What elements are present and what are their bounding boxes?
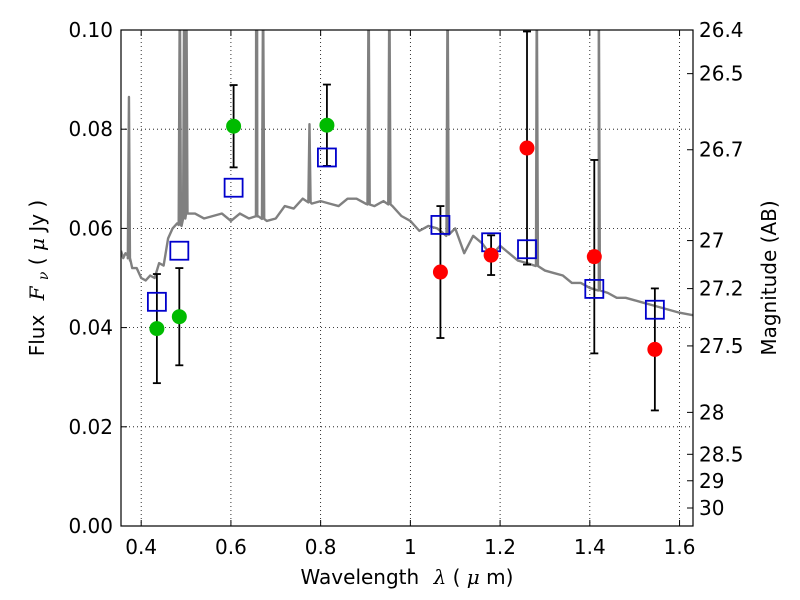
- x-tick-label: 1: [404, 535, 417, 559]
- nir-point: [586, 249, 602, 265]
- optical-point: [171, 309, 187, 325]
- y-axis-title-left: Flux F ν ( μ Jy ): [25, 200, 53, 357]
- mag-tick-label: 27.2: [699, 277, 744, 301]
- tick-layer: 0.4 0.6 0.8 1 1.2 1.4 1.6 0.00 0.02 0.04 0.06 0.08 0…: [68, 18, 743, 559]
- mag-tick-label: 27.5: [699, 334, 744, 358]
- y-tick-label: 0.08: [68, 117, 113, 141]
- model-square: [584, 279, 605, 299]
- x-axis-title-unit-open: (: [453, 565, 461, 589]
- y-tick-label: 0.04: [68, 316, 113, 340]
- x-tick-label: 1.6: [664, 535, 696, 559]
- x-tick-label: 0.6: [215, 535, 247, 559]
- spectrum-layer: [121, 30, 693, 317]
- mag-tick-label: 30: [699, 496, 724, 520]
- optical-point: [226, 118, 242, 134]
- model-square: [644, 299, 665, 320]
- model-square: [430, 215, 451, 235]
- x-tick-label: 0.8: [305, 535, 337, 559]
- spectrum-line: [121, 30, 693, 317]
- marker-layer: [146, 117, 665, 357]
- y-axis-title-sub: ν: [36, 271, 52, 280]
- y-tick-label: 0.10: [68, 18, 113, 42]
- mag-tick-label: 29: [699, 469, 724, 493]
- y-axis-title-symbol: F: [25, 285, 49, 301]
- mag-tick-label: 28: [699, 400, 724, 424]
- nir-point: [483, 247, 499, 263]
- model-square: [146, 291, 167, 312]
- mag-tick-label: 28.5: [699, 442, 744, 466]
- optical-point: [149, 321, 165, 337]
- x-axis-title-symbol: λ: [433, 565, 447, 589]
- model-square: [517, 239, 537, 260]
- model-square: [223, 177, 244, 198]
- y-axis-title-unit-mu: μ: [25, 238, 49, 251]
- x-tick-label: 1.2: [484, 535, 516, 559]
- y-axis-title-right: Magnitude (AB): [757, 200, 781, 355]
- y-axis-title-unit-rest: Jy ): [25, 200, 49, 234]
- mag-tick-label: 26.5: [699, 62, 744, 86]
- x-axis-title-word: Wavelength: [301, 565, 420, 589]
- y-axis-title-unit-open: (: [25, 251, 49, 265]
- x-tick-label: 1.4: [574, 535, 606, 559]
- nir-point: [647, 341, 663, 357]
- plot-frame: [120, 29, 694, 527]
- y-axis-title-word: Flux: [25, 315, 49, 357]
- y-tick-label: 0.02: [68, 415, 113, 439]
- y-tick-label: 0.06: [68, 216, 113, 240]
- x-axis-title: Wavelength λ ( μ m): [301, 565, 514, 589]
- x-tick-label: 0.4: [125, 535, 157, 559]
- mag-tick-label: 26.7: [699, 138, 744, 162]
- x-axis-title-unit-rest: m): [486, 565, 513, 589]
- mag-tick-label: 27: [699, 229, 724, 253]
- nir-point: [519, 140, 535, 156]
- plot-background: [121, 30, 693, 526]
- y-tick-label: 0.00: [68, 514, 113, 538]
- mag-tick-label: 26.4: [699, 18, 744, 42]
- nir-point: [432, 264, 448, 280]
- optical-point: [319, 117, 335, 133]
- model-square: [169, 240, 190, 261]
- model-square: [317, 147, 337, 168]
- x-axis-title-unit-mu: μ: [467, 565, 480, 589]
